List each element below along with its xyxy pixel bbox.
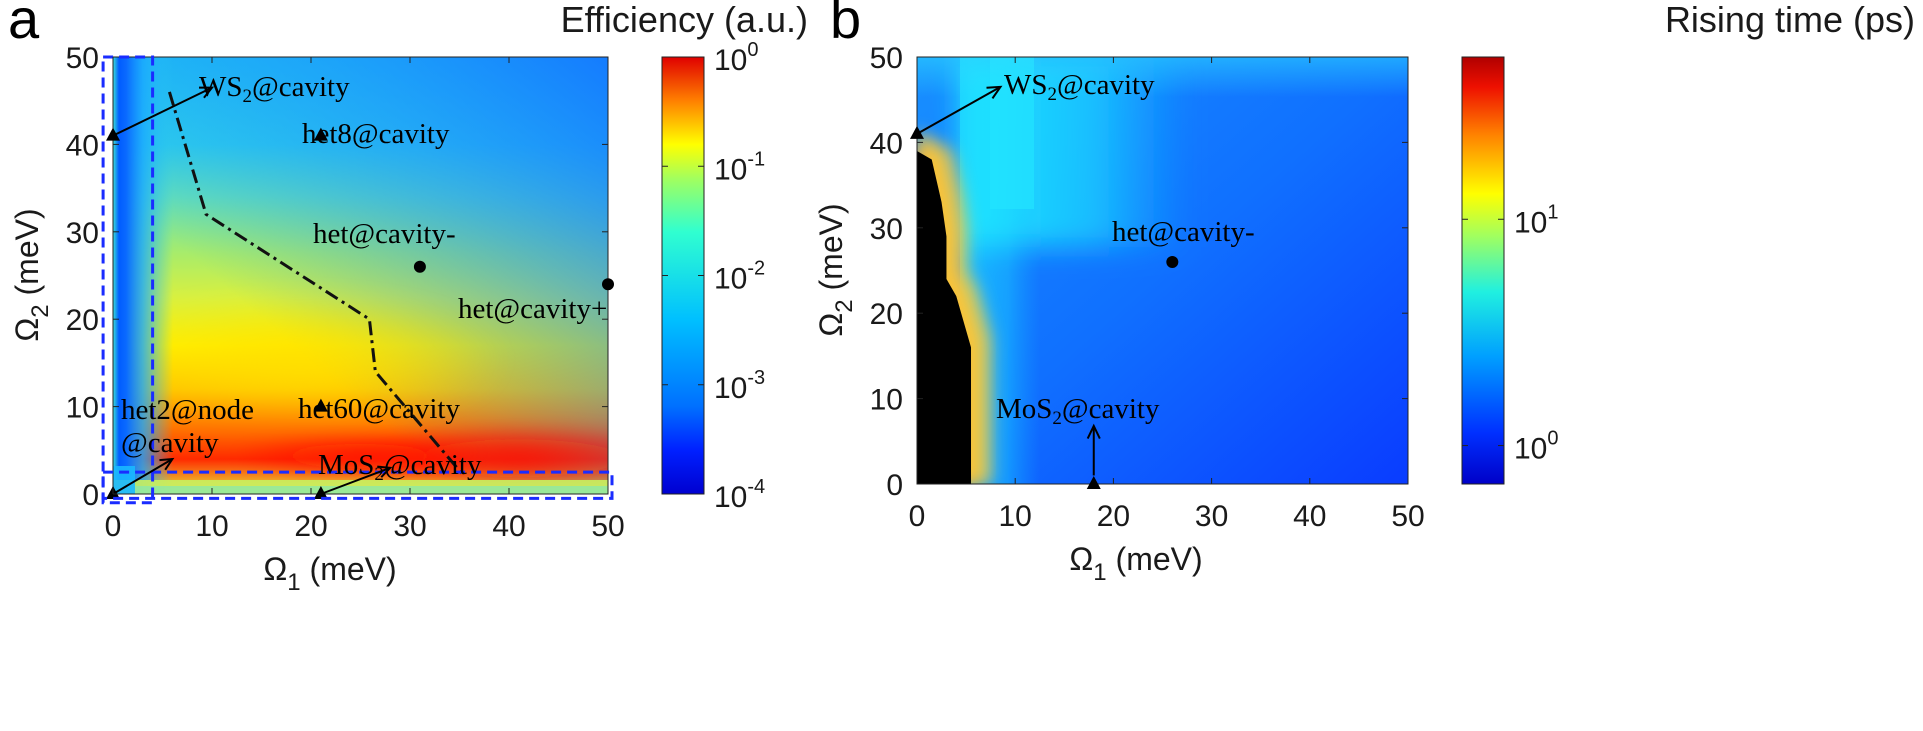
x-axis-title: Ω1 (meV) <box>1069 541 1202 586</box>
x-tick-label: 50 <box>1391 500 1424 533</box>
circle-marker <box>413 260 426 273</box>
x-tick-label: 30 <box>1195 500 1228 533</box>
panel-a-overlay <box>101 55 614 505</box>
panel-b-heatmap <box>917 57 1408 484</box>
panel-b-overlay <box>910 85 1179 489</box>
annotation-arrow-head <box>986 85 1003 99</box>
panel-a: a Efficiency (a.u.) 0 10 20 30 40 50 0 10 20 30 40… <box>8 0 808 596</box>
y-tick-label: 50 <box>66 42 99 75</box>
y-tick-label: 50 <box>870 42 903 75</box>
panel-a-colorbar-title: Efficiency (a.u.) <box>561 0 808 40</box>
panel-a-axes: 0 10 20 30 40 50 0 10 20 30 40 50 Ω1 (meV) Ω2 (meV) <box>9 42 625 596</box>
circle-marker <box>602 278 614 291</box>
y-axis-title: Ω2 (meV) <box>813 203 858 336</box>
x-axis-title: Ω1 (meV) <box>263 551 396 596</box>
colorbar-tick-label: 100 <box>714 39 759 77</box>
label-het-cavity-plus: het@cavity+ <box>458 293 607 325</box>
colorbar-tick-label: 10-4 <box>714 476 765 514</box>
colorbar-tick-label: 101 <box>1514 201 1559 239</box>
x-tick-label: 10 <box>999 500 1032 533</box>
triangle-marker <box>313 398 328 412</box>
y-tick-label: 0 <box>82 479 99 512</box>
label-het-cavity-minus-a: het@cavity- <box>313 218 456 250</box>
triangle-marker <box>910 125 924 139</box>
x-tick-label: 40 <box>492 510 525 543</box>
label-het8-cavity: het8@cavity <box>302 118 450 150</box>
x-tick-label: 20 <box>1097 500 1130 533</box>
label-het2-node: het2@node <box>121 394 254 426</box>
dashed-highlight-box <box>101 55 155 505</box>
label-het-cavity-minus-b: het@cavity- <box>1112 216 1255 248</box>
colorbar-tick-label: 10-1 <box>714 148 765 186</box>
panel-a-colorbar-ticks: 100 10-1 10-2 10-3 10-4 <box>662 39 765 514</box>
y-tick-label: 10 <box>66 392 99 425</box>
y-tick-label: 40 <box>870 127 903 160</box>
annotation-arrow <box>112 458 173 495</box>
triangle-marker <box>106 127 120 141</box>
label-mos2-cavity-a: MoS2@cavity <box>318 449 482 485</box>
x-tick-label: 20 <box>294 510 327 543</box>
y-axis-title: Ω2 (meV) <box>9 208 54 341</box>
x-tick-label: 40 <box>1293 500 1326 533</box>
y-tick-label: 30 <box>66 217 99 250</box>
annotation-arrow <box>916 86 1001 135</box>
label-mos2-cavity-b: MoS2@cavity <box>996 393 1160 429</box>
x-tick-label: 50 <box>591 510 624 543</box>
label-het60-cavity: het60@cavity <box>298 393 460 425</box>
panel-b-plot-frame <box>916 56 1409 485</box>
x-tick-label: 10 <box>195 510 228 543</box>
panel-b: b Rising time (ps) 0 10 20 30 40 50 0 10 20 30 40 5… <box>813 0 1915 586</box>
panel-b-colorbar <box>1461 56 1505 485</box>
y-tick-label: 30 <box>870 213 903 246</box>
label-ws2-cavity-b: WS2@cavity <box>1004 69 1155 105</box>
annotation-arrow-head <box>1086 423 1101 439</box>
panel-b-colorbar-title: Rising time (ps) <box>1665 0 1915 40</box>
panel-a-plot-frame <box>112 56 609 495</box>
annotation-arrow-head <box>198 86 215 99</box>
panel-a-letter: a <box>8 0 40 50</box>
triangle-marker <box>1086 476 1101 489</box>
label-ws2-cavity-a: WS2@cavity <box>199 71 350 107</box>
y-tick-label: 40 <box>66 129 99 162</box>
colorbar-tick-label: 10-3 <box>714 367 765 405</box>
x-tick-label: 0 <box>105 510 122 543</box>
annotation-arrow <box>112 86 213 137</box>
circle-marker <box>1166 255 1179 268</box>
annotation-arrow-head <box>159 457 175 471</box>
triangle-marker <box>313 127 328 141</box>
dashed-highlight-box <box>101 470 614 500</box>
y-tick-label: 20 <box>870 298 903 331</box>
panel-b-axes: 0 10 20 30 40 50 0 10 20 30 40 50 Ω1 (meV) Ω2 (meV) <box>813 42 1425 586</box>
panel-b-colorbar-ticks: 101 100 <box>1462 201 1559 466</box>
colorbar-tick-label: 100 <box>1514 428 1559 466</box>
colorbar-tick-label: 10-2 <box>714 258 765 296</box>
annotation-arrow <box>320 466 391 495</box>
triangle-marker <box>313 486 328 499</box>
y-tick-label: 0 <box>886 469 903 502</box>
dash-dot-boundary-line <box>167 91 466 478</box>
y-tick-label: 10 <box>870 384 903 417</box>
annotation-arrow-head <box>377 465 393 478</box>
x-tick-label: 30 <box>393 510 426 543</box>
panel-a-colorbar <box>661 56 705 495</box>
label-het2-cavity: @cavity <box>121 427 219 459</box>
x-tick-label: 0 <box>909 500 926 533</box>
y-tick-label: 20 <box>66 304 99 337</box>
panel-b-letter: b <box>830 0 861 50</box>
